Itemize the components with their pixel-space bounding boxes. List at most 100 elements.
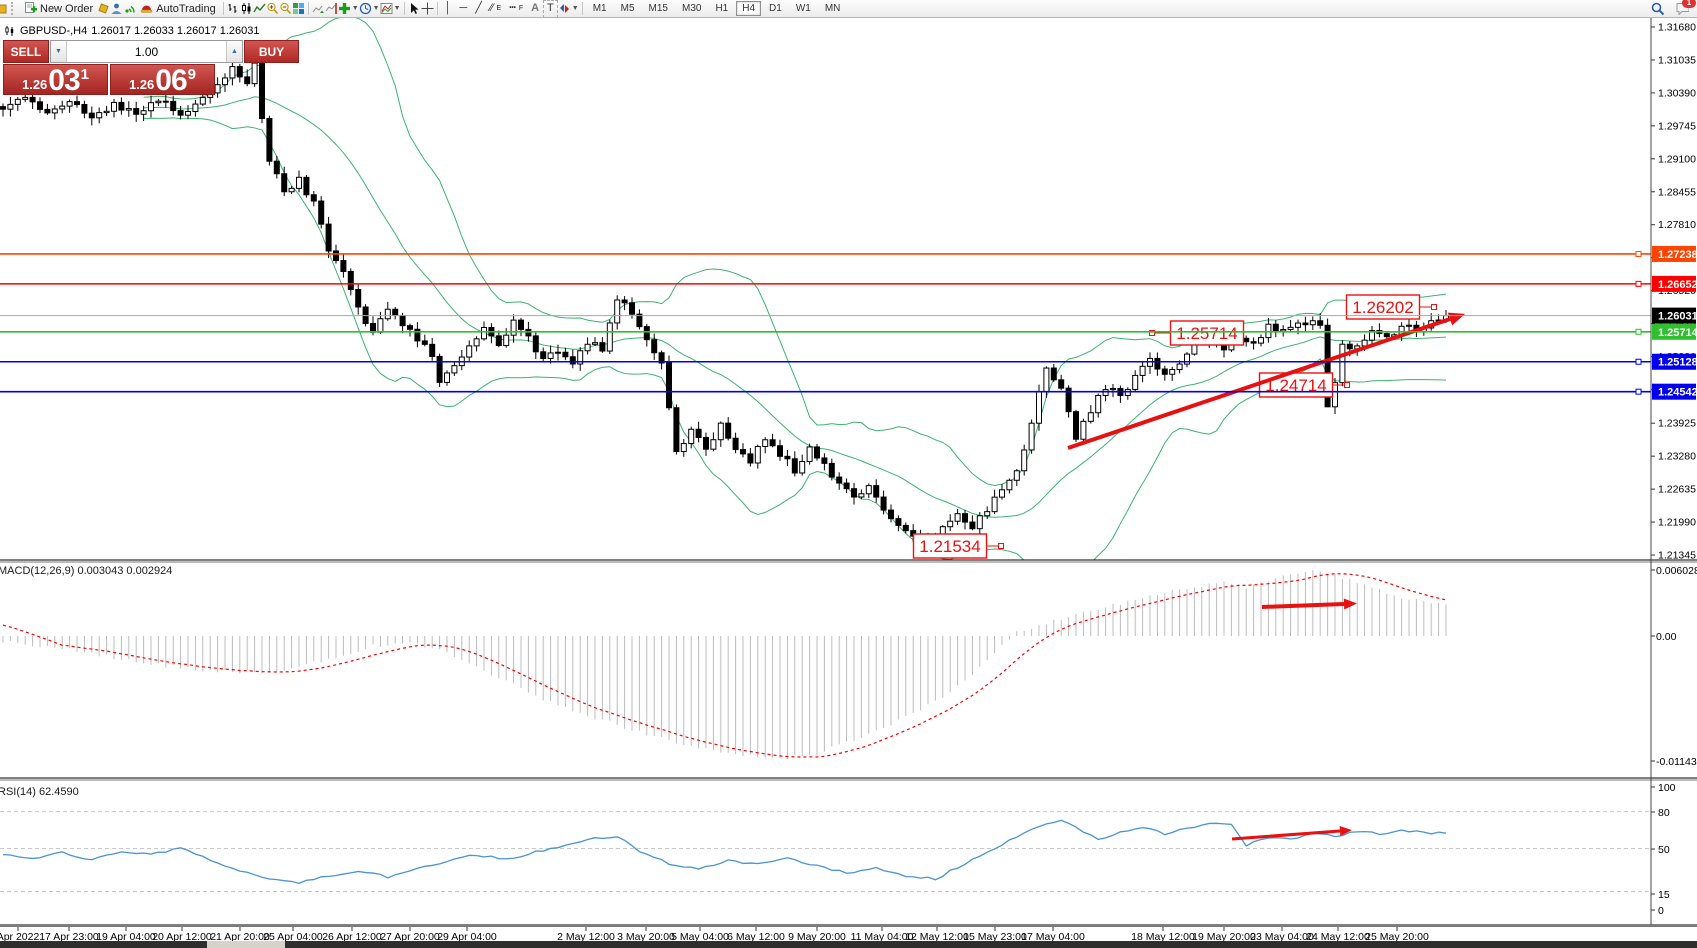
trend-arrow-line[interactable] [1067, 317, 1451, 450]
buy-price-prefix: 1.26 [128, 77, 155, 92]
search-icon[interactable] [1651, 2, 1664, 15]
fibonacci-tool[interactable]: ┅ F [509, 2, 524, 14]
channel-tool[interactable]: ∕∕ E [489, 2, 502, 14]
candle-body [384, 308, 391, 320]
timeframe-m5[interactable]: M5 [620, 3, 635, 14]
sell-price-tile[interactable]: 1.26 03 1 [3, 64, 108, 96]
trend-arrow-head[interactable] [1447, 312, 1466, 326]
volume-input[interactable] [67, 41, 226, 62]
candle-body [1021, 449, 1028, 472]
bar-chart-type-icon[interactable] [227, 2, 240, 15]
line-chart-type-icon[interactable] [253, 2, 266, 15]
trend-arrow-head[interactable] [1339, 825, 1352, 837]
price-axis-tick-label: 1.23280 [1658, 451, 1696, 463]
vertical-line-tool[interactable]: │ [444, 2, 452, 14]
timeframe-mn[interactable]: MN [824, 3, 841, 14]
periods-caret[interactable]: ▼ [372, 5, 380, 12]
time-axis-label: 18 May 12:00 [1131, 931, 1195, 943]
annotation-box[interactable] [1169, 320, 1245, 346]
chart-symbol-icon [3, 24, 16, 37]
candle-body [229, 66, 236, 79]
candle-body [1139, 365, 1146, 376]
buy-price-tile[interactable]: 1.26 06 9 [110, 64, 215, 96]
time-axis-label: 11 May 04:00 [851, 931, 914, 943]
text-label-tool[interactable]: T [543, 0, 558, 18]
chart-symbol-period: GBPUSD-,H4 [20, 24, 88, 37]
candle-body [1272, 323, 1279, 332]
indicators-caret[interactable]: ▼ [351, 5, 359, 12]
periods-icon[interactable] [359, 2, 372, 15]
timeframe-m15[interactable]: M15 [648, 3, 668, 14]
volume-down-button[interactable]: ▼ [51, 41, 67, 62]
timeframe-w1[interactable]: W1 [795, 3, 811, 14]
annotation-box[interactable] [1345, 294, 1421, 320]
level-line-handle[interactable] [1635, 328, 1642, 335]
cursor-tool-icon[interactable] [408, 2, 421, 15]
profile-icon[interactable] [110, 2, 123, 15]
candle-body [1006, 479, 1013, 491]
chart-shift-icon[interactable] [325, 2, 338, 15]
candle-body [599, 342, 606, 352]
crosshair-tool-icon[interactable] [421, 2, 434, 15]
candle-body [1102, 389, 1109, 396]
new-order-button[interactable]: New Order [20, 1, 97, 17]
level-line-handle[interactable] [1635, 388, 1642, 395]
indicators-icon[interactable] [338, 2, 351, 15]
cube-icon[interactable] [97, 2, 110, 15]
trend-arrow-head[interactable] [1343, 598, 1357, 610]
timeframe-m30[interactable]: M30 [681, 3, 702, 14]
candlestick-type-icon[interactable] [240, 2, 253, 15]
chat-icon[interactable]: 1 [1676, 0, 1696, 15]
candle-body [325, 223, 332, 252]
trend-arrow-line[interactable] [1261, 602, 1345, 609]
timeframe-h4[interactable]: H4 [736, 1, 762, 16]
timeframe-d1[interactable]: D1 [769, 3, 782, 14]
annotation-anchor[interactable] [998, 543, 1004, 549]
zoom-in-icon[interactable] [266, 2, 279, 15]
scrollbar-thumb[interactable] [207, 941, 285, 948]
time-axis-label: 6 May 12:00 [727, 931, 785, 943]
signal-icon[interactable] [123, 2, 136, 15]
timeframe-h1[interactable]: H1 [715, 3, 729, 14]
text-tool[interactable]: A [531, 2, 540, 14]
annotation-anchor[interactable] [1149, 330, 1155, 336]
level-line-handle[interactable] [1635, 280, 1642, 287]
trend-arrow-line[interactable] [1231, 829, 1341, 841]
annotation-anchor[interactable] [1431, 304, 1437, 310]
candle-body [769, 439, 776, 447]
trendline-tool[interactable]: ╱ [475, 2, 482, 14]
candle-body [59, 105, 66, 110]
volume-up-button[interactable]: ▲ [226, 41, 242, 62]
zoom-out-icon[interactable] [279, 2, 292, 15]
templates-caret[interactable]: ▼ [393, 5, 401, 12]
level-line-handle[interactable] [1635, 250, 1642, 257]
candle-body [244, 76, 251, 85]
candle-body [88, 112, 95, 119]
candle-body [791, 458, 798, 474]
arrows-tool-caret[interactable]: ▼ [571, 5, 579, 12]
time-axis-label: 12 May 12:00 [905, 931, 969, 943]
horizontal-line-tool[interactable]: ─ [459, 2, 468, 14]
level-line-handle[interactable] [1635, 358, 1642, 365]
autotrading-button[interactable]: AutoTrading [136, 1, 220, 17]
candle-body [51, 108, 58, 114]
templates-icon[interactable] [380, 2, 393, 15]
candle-body [1324, 324, 1331, 408]
sell-button[interactable]: SELL [3, 40, 49, 63]
candle-body [259, 62, 265, 119]
timeframe-m1[interactable]: M1 [592, 3, 607, 14]
bollinger-middle-band [143, 96, 1447, 518]
candle-body [1295, 322, 1301, 328]
candle-body [584, 343, 591, 352]
horizontal-scrollbar[interactable] [0, 941, 1697, 948]
candle-body [14, 98, 21, 105]
buy-button[interactable]: BUY [244, 40, 299, 63]
tile-windows-icon[interactable] [292, 2, 305, 15]
arrows-tool-icon[interactable] [558, 2, 571, 15]
candle-body [814, 446, 820, 459]
annotation-box[interactable] [912, 533, 988, 559]
annotation-anchor[interactable] [1344, 382, 1350, 388]
candle-body [865, 485, 872, 495]
auto-scroll-icon[interactable] [312, 2, 325, 15]
